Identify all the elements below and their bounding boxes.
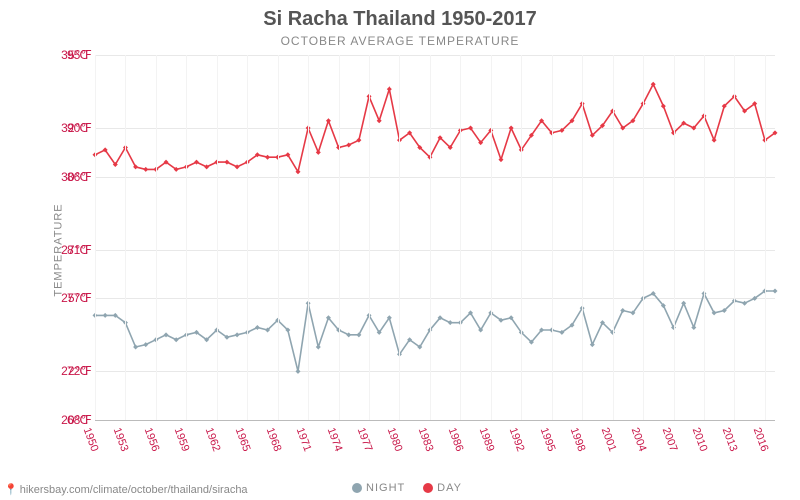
xgridline (460, 55, 461, 420)
ytick-fahrenheit: 68℉ (67, 413, 92, 427)
day-marker (235, 164, 240, 169)
day-marker (712, 138, 717, 143)
xgridline (521, 55, 522, 420)
xtick-label: 2007 (659, 426, 679, 453)
day-marker (265, 155, 270, 160)
xtick-label: 1968 (263, 426, 283, 453)
ytick-fahrenheit: 86℉ (67, 170, 92, 184)
night-marker (620, 308, 625, 313)
xgridline (491, 55, 492, 420)
legend-swatch-day (423, 483, 433, 493)
xgridline (674, 55, 675, 420)
xtick-label: 1989 (477, 426, 497, 453)
night-marker (742, 301, 747, 306)
xtick-label: 1995 (537, 426, 557, 453)
xgridline (643, 55, 644, 420)
night-marker (103, 313, 108, 318)
xtick-label: 1971 (294, 426, 314, 453)
chart-subtitle: OCTOBER AVERAGE TEMPERATURE (0, 34, 800, 48)
chart-title: Si Racha Thailand 1950-2017 (0, 8, 800, 31)
xtick-label: 1950 (81, 426, 101, 453)
xgridline (278, 55, 279, 420)
day-marker (326, 118, 331, 123)
xtick-label: 1986 (446, 426, 466, 453)
xtick-label: 2001 (598, 426, 618, 453)
night-marker (691, 325, 696, 330)
xtick-label: 2010 (690, 426, 710, 453)
xgridline (369, 55, 370, 420)
day-marker (143, 167, 148, 172)
day-marker (661, 104, 666, 109)
night-marker (295, 369, 300, 374)
xgridline (582, 55, 583, 420)
ytick-fahrenheit: 77℉ (67, 291, 92, 305)
xtick-label: 1953 (111, 426, 131, 453)
xgridline (704, 55, 705, 420)
xtick-label: 1977 (355, 426, 375, 453)
xtick-label: 1983 (416, 426, 436, 453)
xtick-label: 1980 (385, 426, 405, 453)
xgridline (339, 55, 340, 420)
xgridline (186, 55, 187, 420)
xgridline (247, 55, 248, 420)
xgridline (308, 55, 309, 420)
legend-label-night: NIGHT (366, 482, 405, 494)
xgridline (430, 55, 431, 420)
night-marker (235, 332, 240, 337)
xgridline (765, 55, 766, 420)
xgridline (552, 55, 553, 420)
day-marker (377, 118, 382, 123)
source-text: hikersbay.com/climate/october/thailand/s… (20, 484, 248, 496)
xtick-label: 2004 (629, 426, 649, 453)
x-axis-line (95, 420, 775, 421)
night-marker (174, 337, 179, 342)
night-marker (316, 345, 321, 350)
day-marker (509, 126, 514, 131)
xtick-label: 1959 (172, 426, 192, 453)
xtick-label: 1956 (142, 426, 162, 453)
xgridline (156, 55, 157, 420)
xtick-label: 1998 (568, 426, 588, 453)
xgridline (95, 55, 96, 420)
night-marker (590, 342, 595, 347)
xgridline (399, 55, 400, 420)
night-marker (681, 301, 686, 306)
ytick-fahrenheit: 90℉ (67, 121, 92, 135)
xtick-label: 1974 (324, 426, 344, 453)
ytick-fahrenheit: 95℉ (67, 48, 92, 62)
night-marker (143, 342, 148, 347)
day-marker (316, 150, 321, 155)
xtick-label: 1992 (507, 426, 527, 453)
xtick-label: 1962 (203, 426, 223, 453)
source-link[interactable]: 📍hikersbay.com/climate/october/thailand/… (4, 483, 248, 496)
xgridline (613, 55, 614, 420)
xgridline (217, 55, 218, 420)
pin-icon: 📍 (4, 484, 18, 496)
night-marker (773, 289, 778, 294)
xtick-label: 2013 (720, 426, 740, 453)
legend-swatch-night (352, 483, 362, 493)
xgridline (734, 55, 735, 420)
legend-label-day: DAY (437, 482, 462, 494)
day-marker (387, 87, 392, 92)
night-marker (164, 332, 169, 337)
night-marker (133, 345, 138, 350)
night-marker (255, 325, 260, 330)
xtick-label: 1965 (233, 426, 253, 453)
ytick-fahrenheit: 72℉ (67, 364, 92, 378)
xgridline (125, 55, 126, 420)
night-marker (346, 332, 351, 337)
night-marker (448, 320, 453, 325)
ytick-fahrenheit: 81℉ (67, 243, 92, 257)
chart-container: Si Racha Thailand 1950-2017 OCTOBER AVER… (0, 0, 800, 500)
day-marker (194, 160, 199, 165)
xtick-label: 2016 (751, 426, 771, 453)
day-marker (498, 157, 503, 162)
